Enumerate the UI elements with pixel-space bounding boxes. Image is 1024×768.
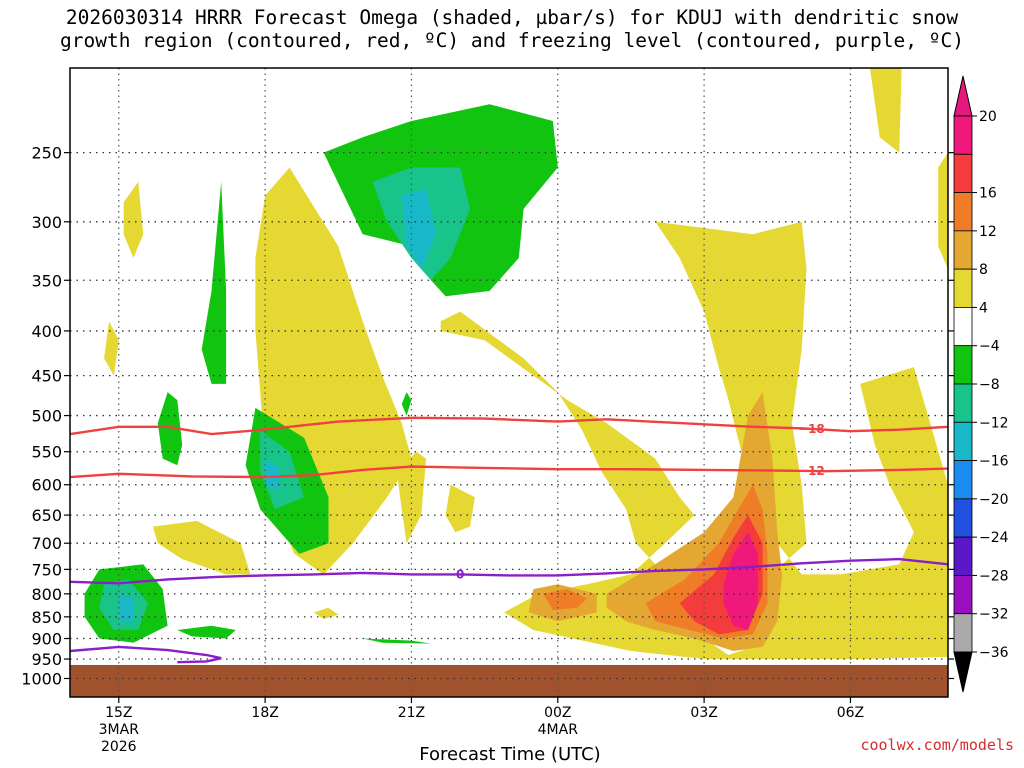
chart-title-line1: 2026030314 HRRR Forecast Omega (shaded, …	[65, 6, 959, 29]
colorbar-label-1: 16	[979, 186, 997, 202]
contour-line-0	[70, 416, 948, 436]
grid-lines	[70, 68, 948, 697]
colorbar-label-2: 12	[979, 224, 997, 240]
y-tick-label-650: 650	[31, 506, 62, 525]
omega-region-10	[870, 68, 902, 153]
colorbar-swatch-8	[953, 421, 973, 461]
contour-label-0: −18	[798, 422, 825, 436]
contour-line-1	[70, 465, 948, 479]
colorbar-bottom-arrow	[953, 651, 973, 693]
colorbar-label-8: −16	[979, 454, 1009, 470]
colorbar-label-12: −32	[979, 607, 1009, 623]
omega-region-27	[177, 625, 236, 639]
omega-region-5	[445, 484, 475, 533]
colorbar-top-arrow	[953, 75, 973, 117]
colorbar-label-6: −8	[979, 377, 1000, 393]
colorbar-swatch-12	[953, 575, 973, 615]
y-tick-label-1000: 1000	[21, 669, 62, 688]
y-tick-label-600: 600	[31, 476, 62, 495]
colorbar-swatch-1	[953, 153, 973, 193]
x-tick-sub-15Z: 3MAR	[99, 722, 140, 738]
y-tick-label-950: 950	[31, 650, 62, 669]
x-tick-label-06Z: 06Z	[837, 705, 864, 721]
ground-layer	[70, 664, 948, 697]
contour-line-3	[70, 645, 222, 664]
omega-region-25	[157, 392, 183, 466]
x-tick-label-18Z: 18Z	[251, 705, 278, 721]
colorbar-label-0: 20	[979, 109, 997, 125]
plot-frame	[69, 67, 949, 698]
colorbar-label-7: −12	[979, 415, 1009, 431]
chart-title-line2: growth region (contoured, red, ºC) and f…	[60, 29, 964, 52]
colorbar-swatch-13	[953, 613, 973, 653]
y-tick-label-700: 700	[31, 534, 62, 553]
colorbar-label-4: 4	[979, 300, 988, 316]
y-tick-label-500: 500	[31, 407, 62, 426]
y-tick-label-900: 900	[31, 630, 62, 649]
colorbar-label-5: −4	[979, 339, 1000, 355]
y-axis: 250 300 350 400 450 500 550 600 650 700 750 800 850 9…	[21, 144, 954, 688]
colorbar-swatch-9	[953, 460, 973, 500]
y-tick-label-800: 800	[31, 585, 62, 604]
contours: −18 −12 0	[70, 416, 948, 664]
contour-label-1: −12	[798, 464, 825, 478]
y-tick-label-250: 250	[31, 144, 62, 163]
colorbar-swatch-2	[953, 192, 973, 232]
colorbar-label-13: −36	[979, 645, 1009, 661]
y-tick-label-550: 550	[31, 443, 62, 462]
colorbar: 20 16 12 8 4 −4 −8 −12 −16 −20 −24 −28 −32 −36	[953, 75, 1009, 693]
x-tick-label-03Z: 03Z	[690, 705, 717, 721]
omega-region-24	[118, 593, 134, 622]
x-tick-label-00Z: 00Z	[544, 705, 571, 721]
x-tick-label-21Z: 21Z	[398, 705, 425, 721]
x-tick-label-15Z: 15Z	[105, 705, 132, 721]
x-axis-title: Forecast Time (UTC)	[419, 744, 601, 765]
contour-line-2	[70, 557, 948, 585]
contour-label-2: 0	[456, 567, 464, 581]
colorbar-swatch-6	[953, 345, 973, 385]
credit-text: coolwx.com/models	[860, 736, 1014, 754]
omega-region-11	[938, 152, 948, 270]
colorbar-label-3: 8	[979, 262, 988, 278]
y-tick-label-450: 450	[31, 367, 62, 386]
omega-region-3	[104, 321, 119, 376]
colorbar-label-9: −20	[979, 492, 1009, 508]
omega-region-18	[401, 188, 436, 270]
colorbar-label-10: −24	[979, 530, 1009, 546]
omega-region-28	[362, 638, 431, 644]
colorbar-swatch-0	[953, 115, 973, 155]
omega-region-6	[313, 607, 339, 620]
omega-region-12	[543, 589, 587, 611]
omega-region-29	[401, 392, 412, 416]
colorbar-label-11: −28	[979, 568, 1009, 584]
omega-shading	[70, 68, 948, 697]
omega-region-26	[201, 181, 227, 384]
colorbar-swatch-11	[953, 536, 973, 576]
x-tick-sub2-15Z: 2026	[101, 739, 137, 755]
y-tick-label-300: 300	[31, 213, 62, 232]
omega-region-20	[260, 430, 305, 510]
omega-region-21	[265, 458, 280, 491]
y-tick-label-750: 750	[31, 560, 62, 579]
chart-title: 2026030314 HRRR Forecast Omega (shaded, …	[0, 6, 1024, 52]
omega-region-2	[123, 181, 144, 258]
omega-region-1	[152, 520, 251, 575]
colorbar-swatch-4	[953, 268, 973, 308]
y-tick-label-400: 400	[31, 322, 62, 341]
colorbar-swatch-5	[953, 307, 973, 347]
y-tick-label-350: 350	[31, 271, 62, 290]
colorbar-swatch-7	[953, 383, 973, 423]
omega-region-15	[723, 532, 758, 630]
x-tick-sub-00Z: 4MAR	[538, 722, 579, 738]
colorbar-swatch-10	[953, 498, 973, 538]
y-tick-label-850: 850	[31, 608, 62, 627]
colorbar-swatch-3	[953, 230, 973, 270]
